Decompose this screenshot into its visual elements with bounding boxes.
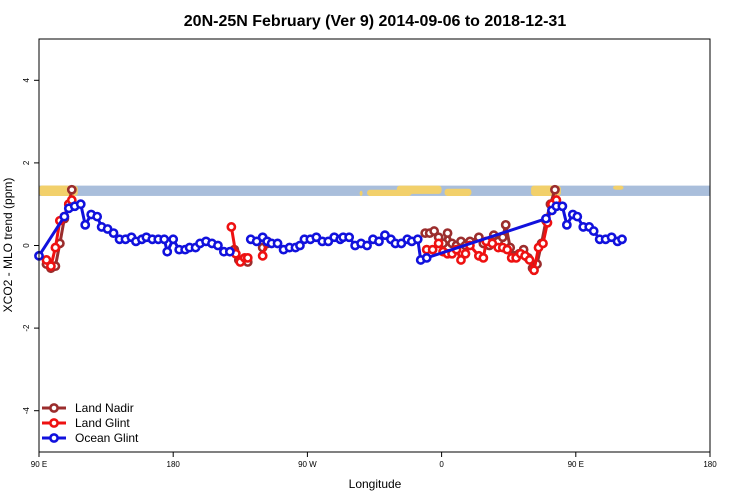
data-point [541,213,551,224]
y-tick-label: -4 [22,407,31,415]
map-strip-land [396,185,442,194]
x-tick-label: 90 E [31,460,47,469]
data-point [344,232,355,243]
data-point [421,252,432,263]
data-point [362,240,372,251]
data-point [50,242,61,253]
data-point [617,234,627,245]
series-layer [34,184,627,276]
data-point [226,222,237,232]
legend-label: Land Glint [75,416,130,430]
data-point [588,226,599,236]
data-point [213,240,223,251]
data-point [295,240,305,251]
y-axis-label: XCO2 - MLO trend (ppm) [1,178,15,313]
data-point [433,238,444,249]
data-point [460,248,471,259]
data-point [92,211,103,222]
data-point [561,219,572,230]
data-point [502,244,513,255]
data-point [41,255,52,265]
x-tick-label: 180 [703,460,717,469]
data-point [478,252,489,263]
data-point [529,265,539,276]
y-tick-label: 4 [22,78,31,83]
plot-frame [38,38,711,453]
data-point [162,246,173,257]
data-point [46,261,56,272]
legend-marker [49,433,59,443]
data-point [456,255,466,265]
data-point [427,244,438,255]
map-strip-land [613,185,624,190]
legend-marker [49,403,59,413]
data-point [524,255,535,265]
y-tick-label: 2 [22,160,31,165]
data-point [550,184,560,195]
data-point [108,228,119,239]
data-point [442,228,453,239]
data-point [75,199,86,210]
series-2 [34,199,627,265]
x-tick-label: 0 [439,460,444,469]
x-tick-label: 90 E [568,460,584,469]
data-point [272,238,283,249]
map-strip [39,185,710,196]
data-point [242,252,253,263]
data-point [374,236,384,247]
y-tick-label: -2 [22,324,31,332]
data-point [168,234,179,245]
data-point [557,201,568,212]
map-strip-land [359,190,363,196]
data-point [80,219,91,230]
x-axis-label: Longitude [349,477,402,491]
data-point [572,211,583,222]
data-point [59,211,70,222]
x-tick-label: 180 [167,460,181,469]
data-point [429,226,440,236]
data-point [66,184,77,195]
data-point [538,238,548,249]
chart-title: 20N-25N February (Ver 9) 2014-09-06 to 2… [184,13,567,30]
y-tick-label: 0 [22,243,31,248]
map-strip-land [39,185,69,192]
data-point [500,219,511,230]
legend-label: Ocean Glint [75,431,139,445]
map-strip-land [444,188,472,196]
data-point [159,234,170,245]
data-point [224,246,235,257]
data-point [412,234,423,245]
axes: 90 E 180 90 W 0 90 E 180 -4 -2 0 2 4 [22,78,717,469]
legend-marker [49,418,59,428]
data-point [257,250,268,261]
x-tick-label: 90 W [298,460,317,469]
legend-label: Land Nadir [75,401,134,415]
